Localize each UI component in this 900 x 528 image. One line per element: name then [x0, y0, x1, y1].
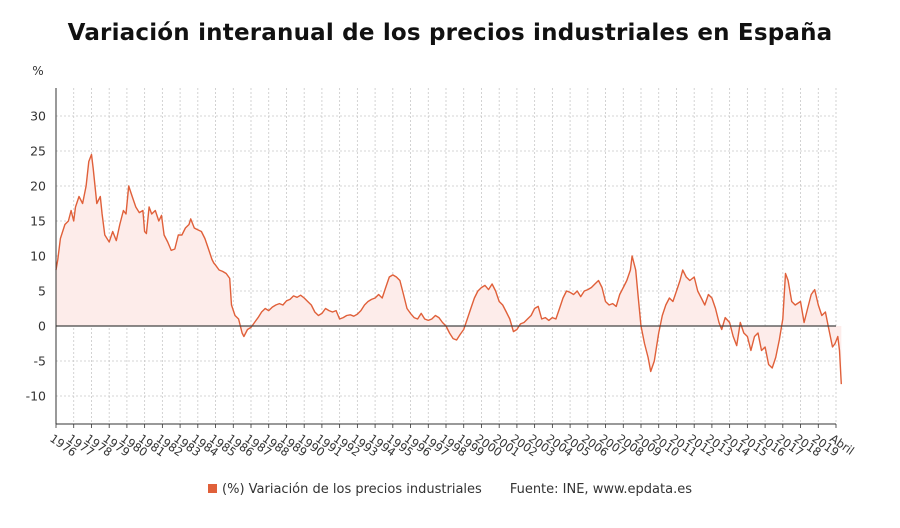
grid-layer — [55, 88, 837, 424]
y-tick-label: 5 — [38, 284, 46, 299]
y-tick-label: 15 — [30, 214, 46, 229]
area-layer — [55, 153, 842, 385]
legend-swatch — [208, 484, 218, 493]
y-tick-label: -10 — [26, 389, 46, 404]
y-tick-label: 0 — [38, 319, 46, 334]
y-tick-label: 25 — [30, 144, 46, 159]
chart-plot-area: -10-5051015202530%1976197719781979198019… — [26, 64, 857, 459]
chart-title: Variación interanual de los precios indu… — [67, 20, 833, 46]
legend: (%) Variación de los precios industriale… — [0, 482, 900, 497]
legend-source: Fuente: INE, www.epdata.es — [509, 482, 692, 497]
series-line — [55, 153, 842, 385]
series-area — [56, 154, 842, 385]
y-tick-label: -5 — [34, 354, 46, 369]
legend-series-label: (%) Variación de los precios industriale… — [222, 482, 482, 497]
y-tick-label: 20 — [30, 179, 46, 194]
y-tick-label: 30 — [30, 109, 46, 124]
y-tick-label: 10 — [30, 249, 46, 264]
axis-layer — [55, 88, 837, 428]
y-axis-label: % — [32, 64, 43, 78]
